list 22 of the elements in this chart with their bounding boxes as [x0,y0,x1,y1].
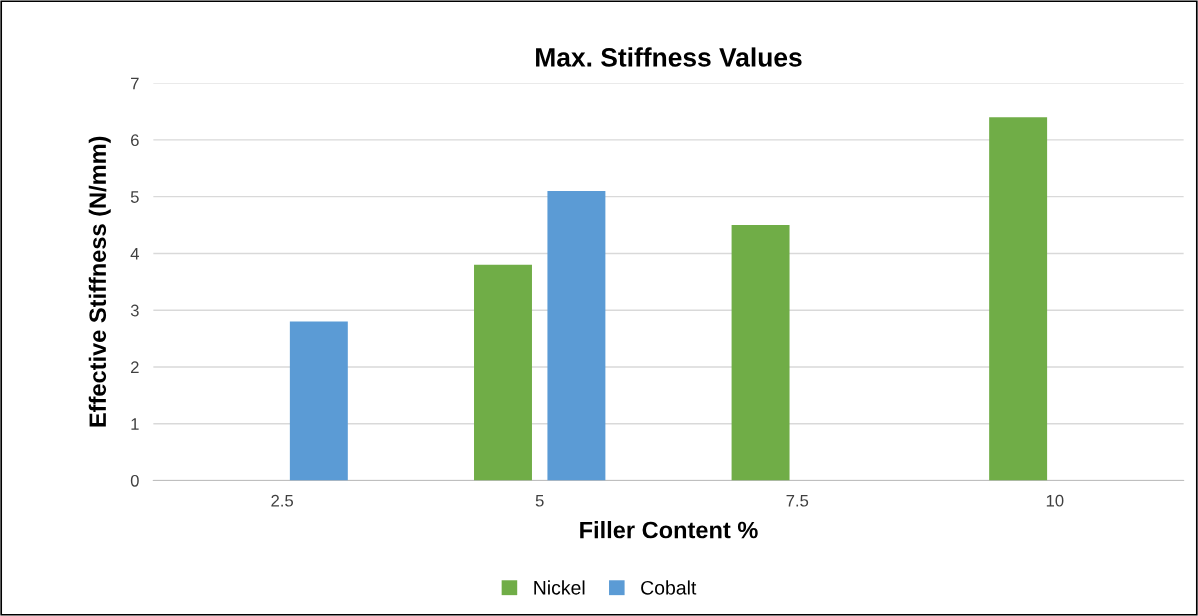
bar [289,321,348,481]
y-tick-label: 3 [130,304,139,317]
bar [989,117,1048,481]
y-tick-label: 2 [131,361,139,373]
legend-label: Cobalt [641,580,697,595]
y-tick-label: 0 [130,474,139,487]
x-tick-label: 5 [535,494,544,507]
legend-label: Nickel [534,580,585,595]
y-tick-label: 7 [131,77,139,90]
bar [547,191,606,481]
chart-title: Max. Stiffness Values [536,47,802,67]
y-tick-label: 4 [130,248,139,260]
x-axis-title: Filler Content % [580,521,758,539]
y-axis-title: Effective Stiffness (N/mm) [88,136,111,427]
y-tick-label: 6 [131,134,139,147]
y-tick-label: 1 [131,418,139,430]
bar [731,225,790,481]
x-tick-label: 7.5 [786,494,809,507]
y-tick-label: 5 [130,191,139,203]
bar [474,264,532,481]
x-tick-label: 10 [1046,494,1064,507]
x-tick-label: 2.5 [271,494,294,507]
